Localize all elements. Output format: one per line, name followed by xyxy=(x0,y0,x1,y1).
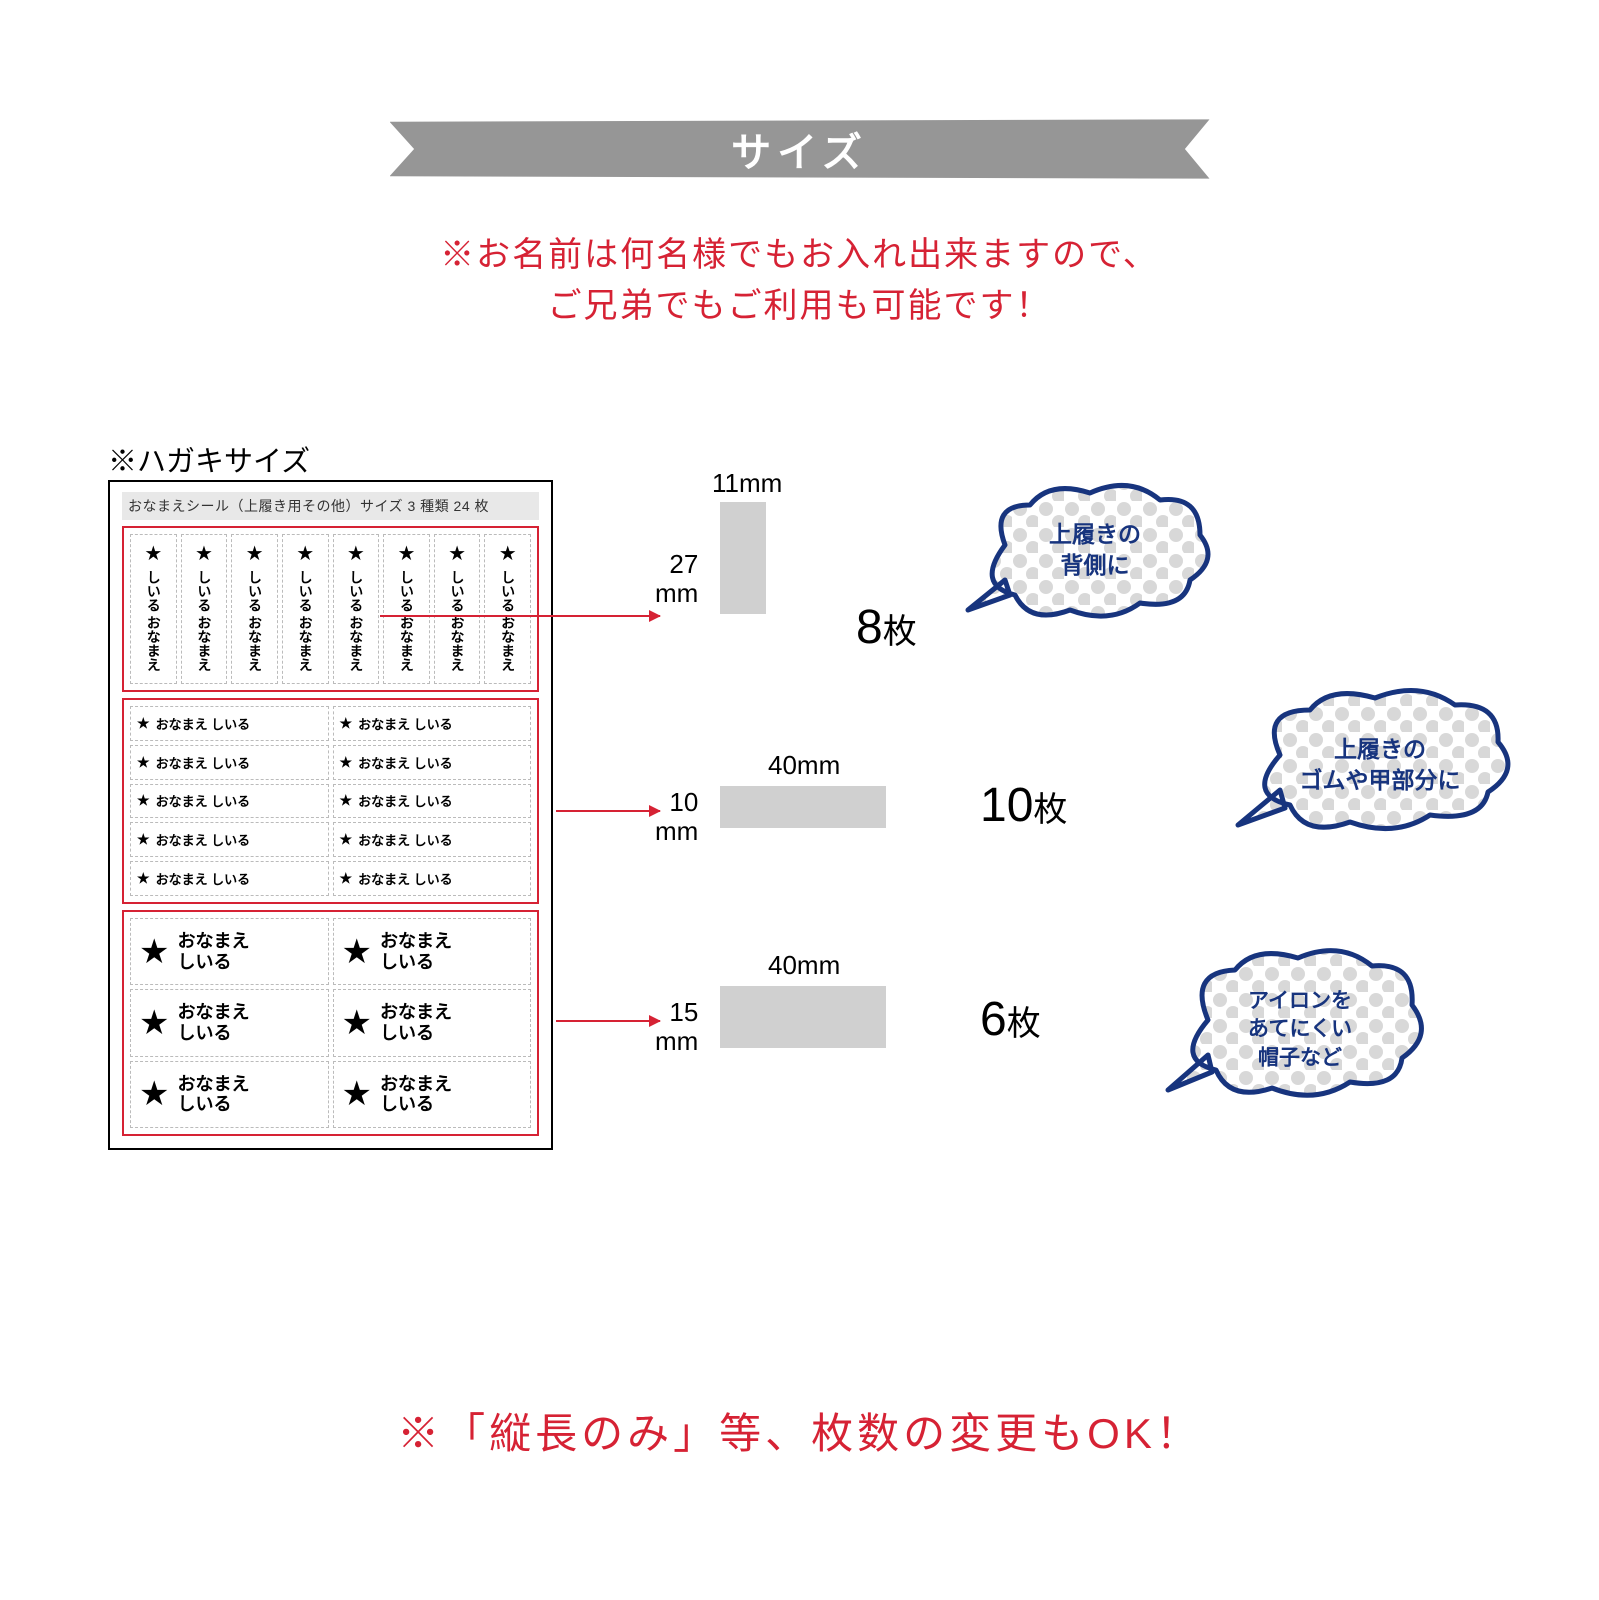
section-large: ★おなまえしいる★おなまえしいる★おなまえしいる★おなまえしいる★おなまえしいる… xyxy=(122,910,539,1136)
star-icon: ★ xyxy=(342,1003,372,1043)
star-icon: ★ xyxy=(246,541,264,566)
star-icon: ★ xyxy=(139,1074,169,1114)
cloud-text-3: アイロンを あてにくい 帽子など xyxy=(1160,987,1440,1072)
star-icon: ★ xyxy=(397,541,415,566)
dim-width-1: 11mm xyxy=(712,468,782,499)
footer-note: ※「縦長のみ」等、枚数の変更もOK！ xyxy=(0,1400,1599,1461)
vertical-sticker: ★しいる おなまえ xyxy=(130,534,177,684)
star-icon: ★ xyxy=(137,754,150,771)
cloud-text-2: 上履きの ゴムや甲部分に xyxy=(1230,734,1530,796)
count-1: 8枚 xyxy=(856,600,917,655)
subtitle-line2: ご兄弟でもご利用も可能です！ xyxy=(548,287,1052,325)
size-box-3 xyxy=(720,986,886,1048)
horizontal-sticker: ★おなまえ しいる xyxy=(130,784,329,819)
cloud-3: アイロンを あてにくい 帽子など xyxy=(1160,940,1440,1120)
star-icon: ★ xyxy=(340,831,353,848)
star-icon: ★ xyxy=(139,1003,169,1043)
dim-height-1: 27 mm xyxy=(655,550,698,607)
cloud-1: 上履きの 背側に xyxy=(960,475,1230,625)
star-icon: ★ xyxy=(296,541,314,566)
star-icon: ★ xyxy=(137,792,150,809)
large-sticker: ★おなまえしいる xyxy=(333,989,532,1056)
sheet-header: おなまえシール（上履き用その他）サイズ 3 種類 24 枚 xyxy=(122,492,539,520)
vertical-sticker: ★しいる おなまえ xyxy=(383,534,430,684)
star-icon: ★ xyxy=(448,541,466,566)
vertical-sticker: ★しいる おなまえ xyxy=(434,534,481,684)
star-icon: ★ xyxy=(347,541,365,566)
star-icon: ★ xyxy=(144,541,162,566)
section-vertical: ★しいる おなまえ★しいる おなまえ★しいる おなまえ★しいる おなまえ★しいる… xyxy=(122,526,539,692)
vertical-sticker: ★しいる おなまえ xyxy=(231,534,278,684)
star-icon: ★ xyxy=(195,541,213,566)
star-icon: ★ xyxy=(340,715,353,732)
horizontal-sticker: ★おなまえ しいる xyxy=(333,745,532,780)
star-icon: ★ xyxy=(340,870,353,887)
horizontal-sticker: ★おなまえ しいる xyxy=(333,784,532,819)
count-3: 6枚 xyxy=(980,992,1041,1047)
large-sticker: ★おなまえしいる xyxy=(333,1061,532,1128)
star-icon: ★ xyxy=(137,715,150,732)
cloud-text-1: 上履きの 背側に xyxy=(960,519,1230,581)
title-banner: サイズ xyxy=(390,110,1210,188)
star-icon: ★ xyxy=(342,932,372,972)
count-2: 10枚 xyxy=(980,778,1067,833)
horizontal-sticker: ★おなまえ しいる xyxy=(130,861,329,896)
star-icon: ★ xyxy=(499,541,517,566)
star-icon: ★ xyxy=(137,870,150,887)
banner-title: サイズ xyxy=(731,120,868,178)
star-icon: ★ xyxy=(342,1074,372,1114)
vertical-sticker: ★しいる おなまえ xyxy=(333,534,380,684)
star-icon: ★ xyxy=(139,932,169,972)
horizontal-sticker: ★おなまえ しいる xyxy=(333,822,532,857)
dim-width-3: 40mm xyxy=(768,950,840,981)
arrow-2 xyxy=(556,810,660,812)
sticker-sheet: おなまえシール（上履き用その他）サイズ 3 種類 24 枚 ★しいる おなまえ★… xyxy=(108,480,553,1150)
vertical-sticker: ★しいる おなまえ xyxy=(484,534,531,684)
section-horizontal: ★おなまえ しいる★おなまえ しいる★おなまえ しいる★おなまえ しいる★おなま… xyxy=(122,698,539,904)
vertical-sticker: ★しいる おなまえ xyxy=(282,534,329,684)
large-sticker: ★おなまえしいる xyxy=(333,918,532,985)
large-sticker: ★おなまえしいる xyxy=(130,1061,329,1128)
subtitle-line1: ※お名前は何名様でもお入れ出来ますので、 xyxy=(440,236,1159,274)
star-icon: ★ xyxy=(137,831,150,848)
size-box-2 xyxy=(720,786,886,828)
postcard-size-label: ※ハガキサイズ xyxy=(108,438,310,480)
star-icon: ★ xyxy=(340,754,353,771)
horizontal-sticker: ★おなまえ しいる xyxy=(333,706,532,741)
vertical-sticker: ★しいる おなまえ xyxy=(181,534,228,684)
large-sticker: ★おなまえしいる xyxy=(130,989,329,1056)
dim-width-2: 40mm xyxy=(768,750,840,781)
size-box-1 xyxy=(720,502,766,614)
horizontal-sticker: ★おなまえ しいる xyxy=(130,706,329,741)
horizontal-sticker: ★おなまえ しいる xyxy=(333,861,532,896)
dim-height-3: 15 mm xyxy=(655,998,698,1055)
horizontal-sticker: ★おなまえ しいる xyxy=(130,822,329,857)
arrow-1 xyxy=(380,615,660,617)
arrow-3 xyxy=(556,1020,660,1022)
horizontal-sticker: ★おなまえ しいる xyxy=(130,745,329,780)
subtitle: ※お名前は何名様でもお入れ出来ますので、 ご兄弟でもご利用も可能です！ xyxy=(0,230,1599,332)
large-sticker: ★おなまえしいる xyxy=(130,918,329,985)
star-icon: ★ xyxy=(340,792,353,809)
dim-height-2: 10 mm xyxy=(655,788,698,845)
cloud-2: 上履きの ゴムや甲部分に xyxy=(1230,680,1530,850)
